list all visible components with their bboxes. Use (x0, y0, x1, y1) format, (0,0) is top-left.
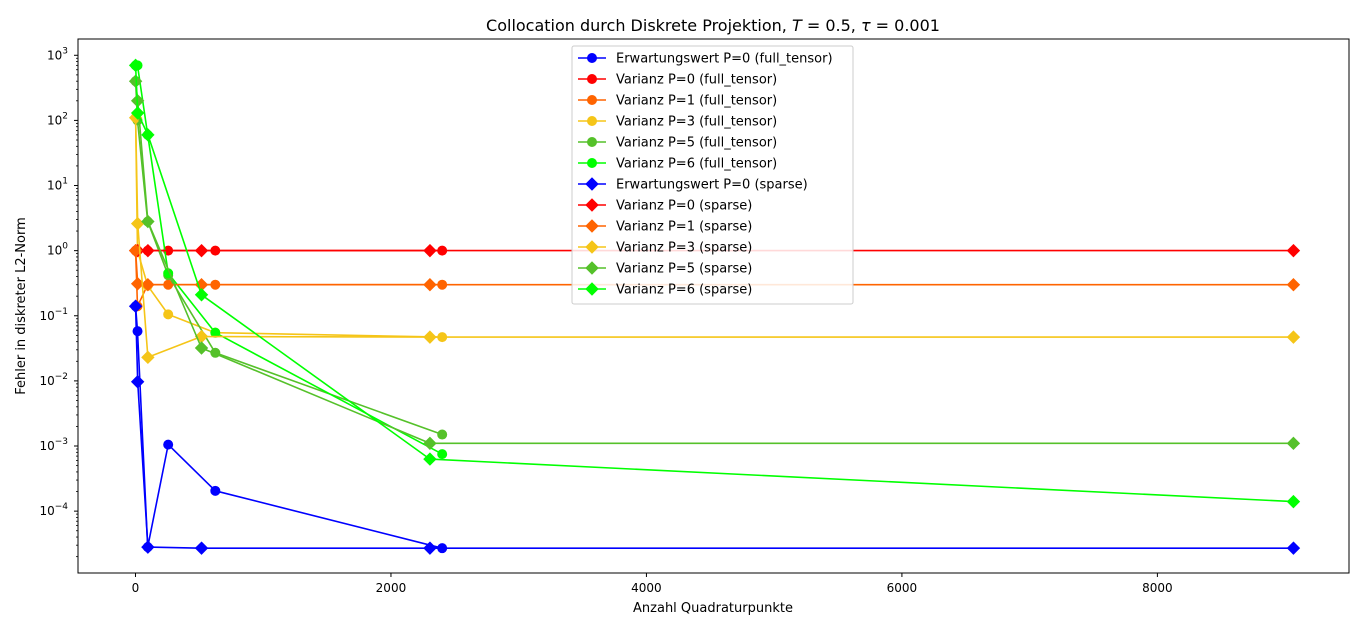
data-point (194, 243, 209, 258)
data-point (1286, 494, 1301, 509)
legend-label: Varianz P=0 (full_tensor) (616, 73, 777, 88)
data-point (423, 452, 437, 466)
x-tick-label: 8000 (1142, 581, 1173, 595)
legend-label: Varianz P=6 (full_tensor) (616, 157, 777, 172)
y-axis-label: Fehler in diskreter L2-Norm (14, 217, 29, 395)
legend-label: Varianz P=3 (full_tensor) (616, 115, 777, 130)
data-point (130, 106, 145, 120)
legend-box (571, 45, 854, 305)
plot-frame (77, 38, 1350, 574)
chart-title-val-tau: = 0.001 (871, 16, 940, 35)
chart-title-var-tau: τ (861, 16, 871, 35)
y-tick-label: 103 (47, 46, 68, 62)
legend-marker (587, 95, 597, 105)
series-group (128, 110, 1301, 365)
ticks-layer: 0 2000 4000 6000 8000 10−4 10−3 10−2 10−1 100 101 1… (39, 46, 1172, 595)
data-point (437, 429, 448, 440)
data-point (1286, 277, 1301, 292)
legend-label: Varianz P=1 (full_tensor) (616, 94, 777, 109)
data-point (128, 299, 143, 313)
data-point (141, 277, 155, 292)
legend-label: Varianz P=3 (sparse) (616, 241, 752, 256)
x-tick-label: 4000 (631, 581, 662, 595)
data-point (437, 449, 448, 460)
data-point (423, 277, 437, 292)
y-tick-label: 10−2 (39, 372, 68, 388)
data-point (1286, 243, 1301, 258)
data-point (423, 243, 437, 258)
chart-title-val-t: = 0.5, (802, 16, 861, 35)
data-point (423, 541, 437, 555)
legend-marker (587, 137, 597, 147)
data-point (128, 58, 143, 73)
legend-marker (585, 261, 599, 275)
data-point (194, 288, 209, 302)
data-point (141, 540, 155, 554)
legend-marker (587, 116, 597, 126)
legend-marker (585, 219, 599, 233)
series-line (134, 117, 1294, 359)
data-point (1286, 541, 1301, 555)
data-point (141, 243, 155, 258)
legend-marker (585, 177, 599, 191)
legend-marker (587, 158, 597, 168)
data-point (194, 341, 209, 355)
data-point (163, 309, 174, 320)
y-tick-label: 10−1 (39, 307, 68, 323)
legend-label: Varianz P=6 (sparse) (616, 283, 752, 298)
chart-title-var-t: T (792, 16, 803, 35)
legend-label: Varianz P=1 (sparse) (616, 220, 752, 235)
legend-marker (585, 198, 599, 212)
data-point (210, 485, 221, 496)
legend-label: Erwartungswert P=0 (full_tensor) (616, 52, 833, 67)
data-point (194, 541, 209, 555)
data-point (141, 350, 155, 365)
data-point (141, 128, 155, 142)
series-group (128, 58, 1301, 509)
y-tick-label: 101 (47, 177, 68, 193)
x-tick-label: 0 (132, 581, 140, 595)
chart-title: Collocation durch Diskrete Projektion, T… (486, 16, 940, 35)
legend-label: Varianz P=5 (full_tensor) (616, 136, 777, 151)
legend-marker (587, 53, 597, 63)
series-group (128, 299, 1301, 555)
y-tick-label: 10−4 (39, 502, 68, 518)
data-point (141, 214, 155, 229)
y-tick-label: 10−3 (39, 437, 68, 453)
legend-marker (587, 74, 597, 84)
data-point (423, 436, 437, 451)
legend: Erwartungswert P=0 (full_tensor) Varianz … (571, 45, 854, 305)
data-point (163, 439, 174, 450)
data-point (1286, 436, 1301, 451)
y-tick-label: 102 (47, 111, 68, 127)
x-tick-label: 2000 (376, 581, 407, 595)
data-point (130, 375, 145, 389)
y-tick-label: 100 (47, 242, 68, 258)
x-tick-label: 6000 (887, 581, 918, 595)
legend-label: Erwartungswert P=0 (sparse) (616, 178, 808, 193)
series-line (134, 65, 1294, 503)
data-point (423, 330, 437, 344)
chart-title-main: Collocation durch Diskrete Projektion, (486, 16, 792, 35)
series-layer (128, 58, 1301, 555)
series-line (134, 306, 1294, 550)
data-point (1286, 330, 1301, 344)
legend-marker (585, 240, 599, 254)
x-axis-label: Anzahl Quadraturpunkte (633, 601, 793, 616)
legend-marker (585, 282, 599, 296)
legend-label: Varianz P=5 (sparse) (616, 262, 752, 277)
legend-label: Varianz P=0 (sparse) (616, 199, 752, 214)
data-point (132, 326, 143, 337)
